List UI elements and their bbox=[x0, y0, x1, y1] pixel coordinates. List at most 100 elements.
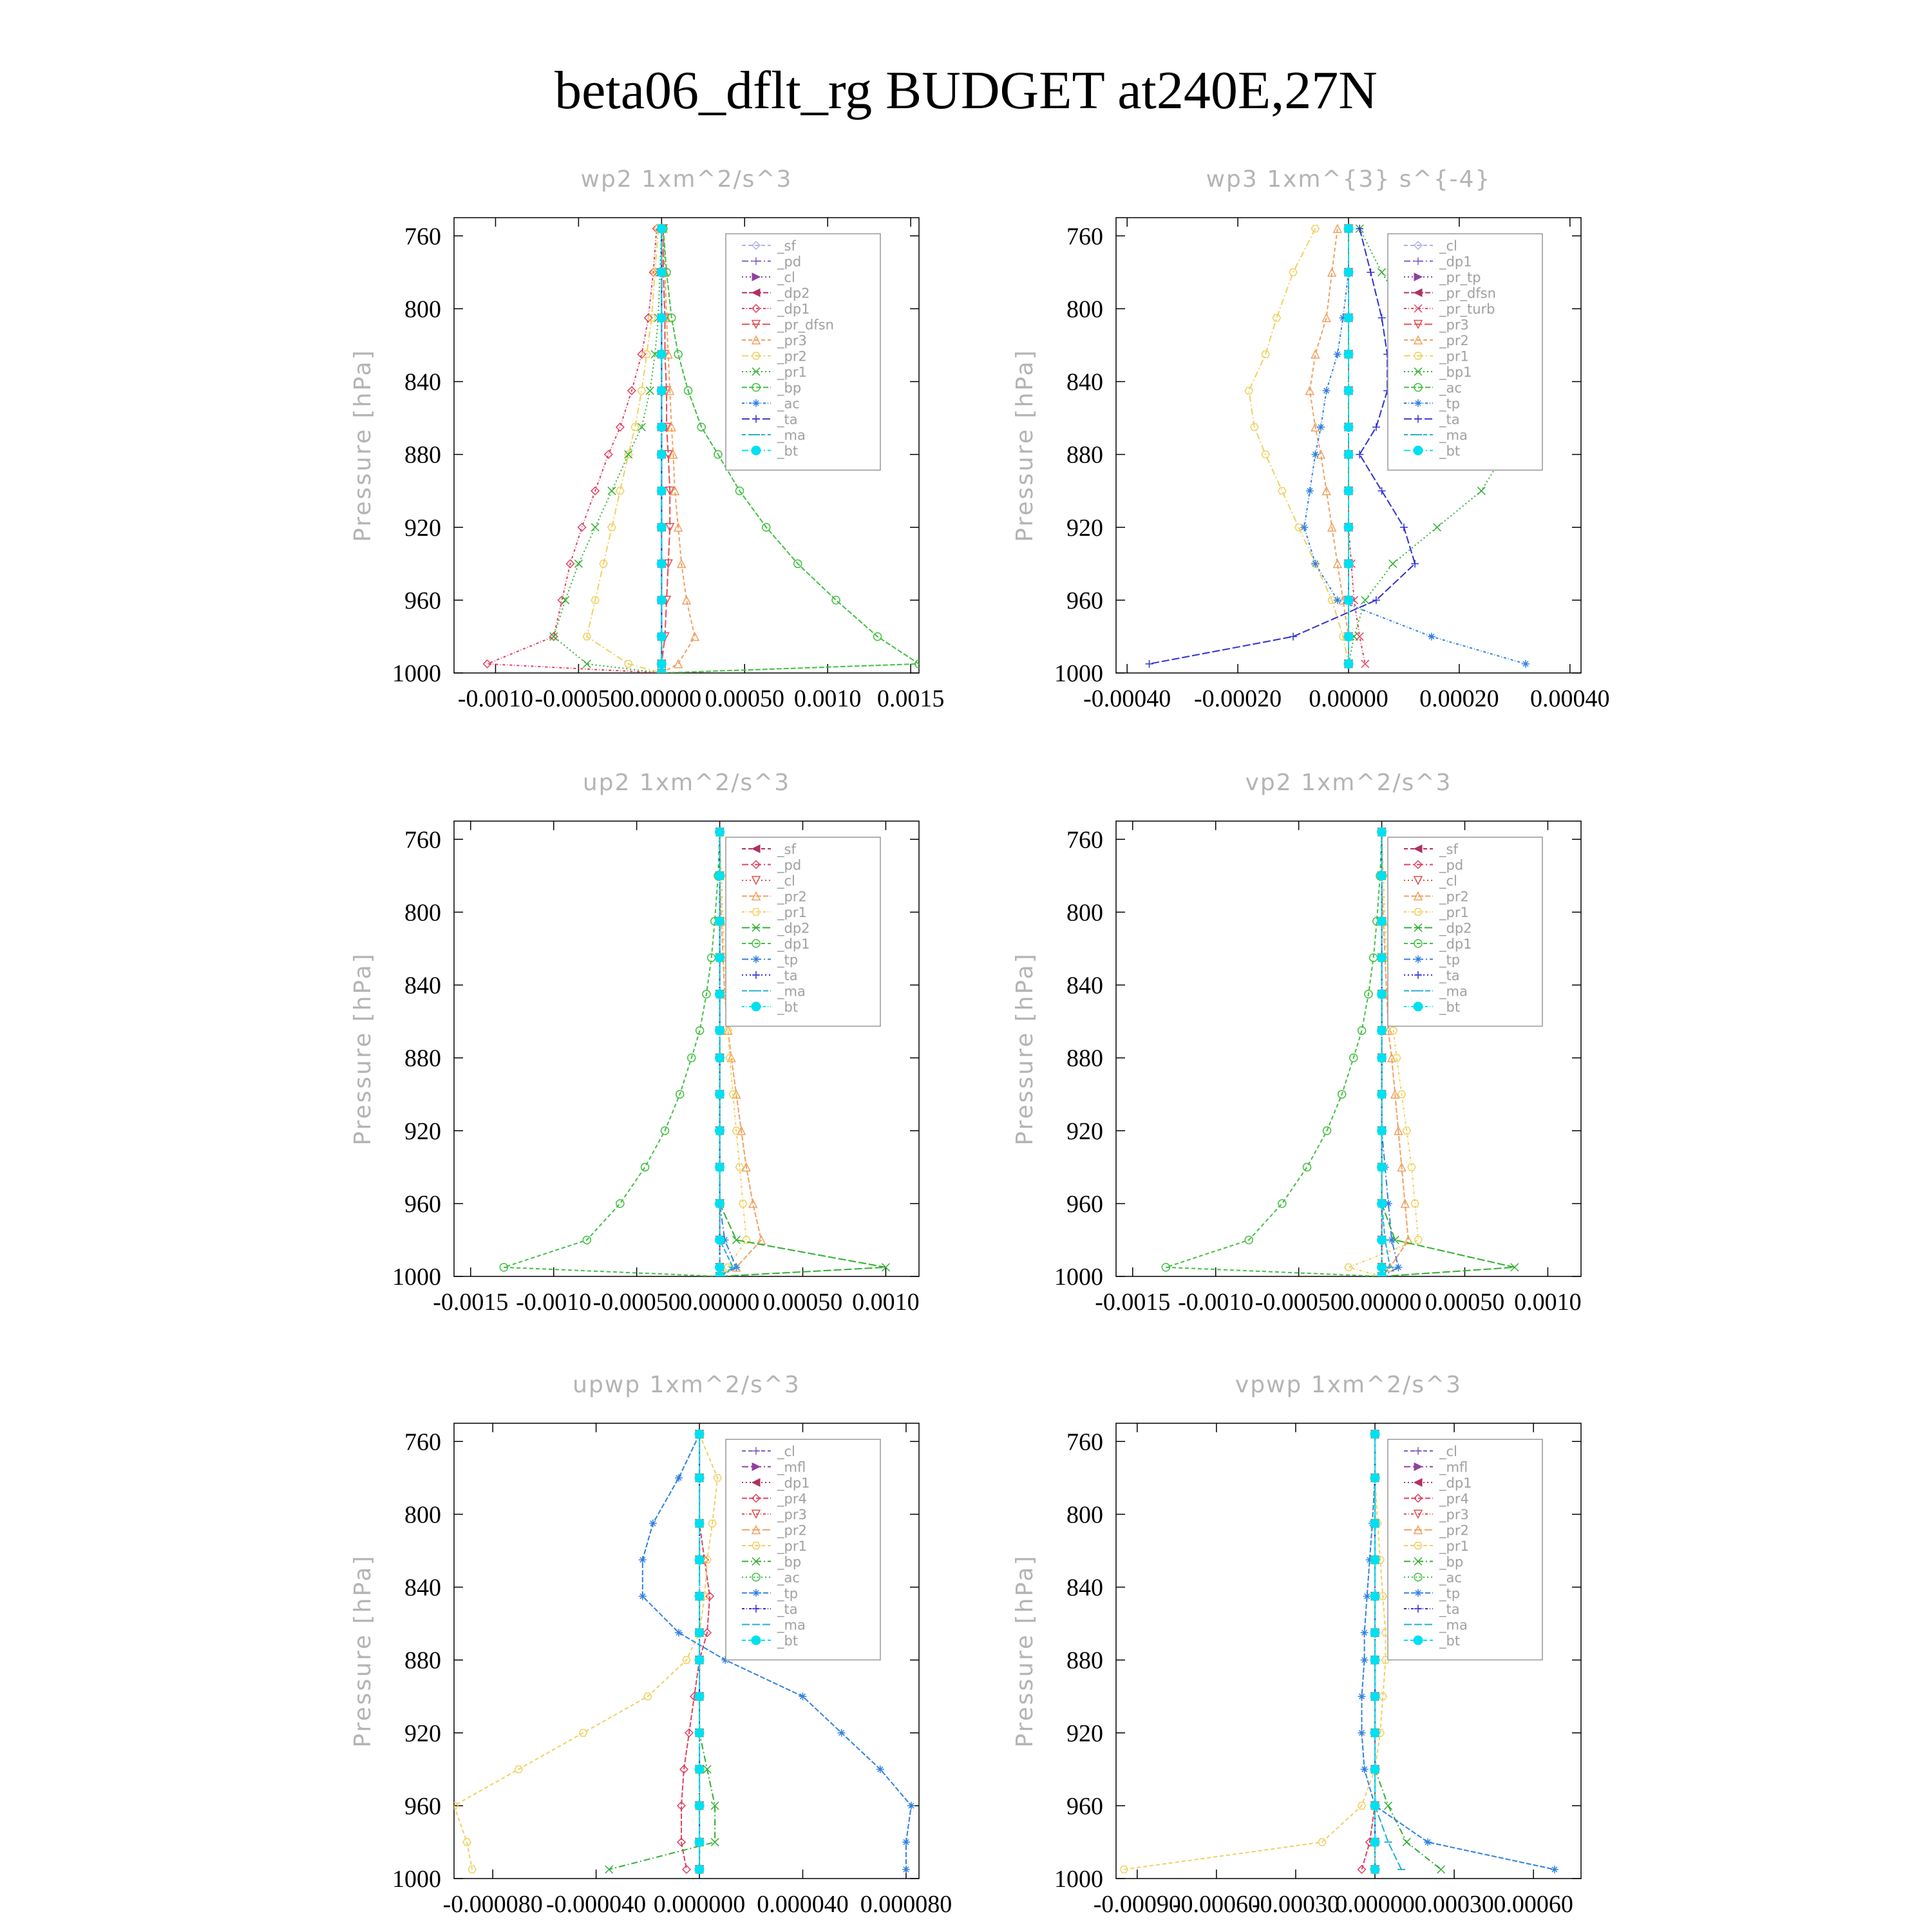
x-tick-label: 0.00050 bbox=[1425, 1289, 1505, 1316]
subplot-2: wp3 1xm^{3} s^{-4} Pressure [hPa] 760 800 84… bbox=[1012, 166, 1610, 712]
data-point_bt bbox=[1370, 1473, 1380, 1483]
legend-marker bbox=[1414, 1605, 1422, 1613]
legend-label: _mfl bbox=[1439, 1460, 1468, 1476]
legend: _cl_mfl_dp1_pr4_pr3_pr2_pr1_bp_ac_tp_ta_… bbox=[1387, 1439, 1543, 1661]
data-point_pr1 bbox=[1407, 1163, 1416, 1171]
x-tick-label: -0.0010 bbox=[516, 1289, 591, 1316]
legend-marker bbox=[1413, 446, 1423, 455]
x-tick-label: -0.00050 bbox=[1255, 1289, 1343, 1316]
legend-marker bbox=[1414, 399, 1422, 407]
data-point_bt bbox=[715, 1198, 725, 1209]
data-point_tp bbox=[1365, 1556, 1374, 1564]
legend-label: _bp1 bbox=[1439, 365, 1472, 381]
legend-label: _pr1 bbox=[777, 1539, 807, 1555]
data-point_tp bbox=[1550, 1865, 1558, 1873]
legend-label: _pr2 bbox=[1439, 333, 1469, 349]
x-tick-label: -0.0015 bbox=[433, 1289, 508, 1316]
legend-marker bbox=[1414, 1542, 1423, 1549]
data-point_bp bbox=[714, 450, 723, 459]
legend-marker bbox=[752, 923, 761, 933]
subplot-title: vp2 1xm^2/s^3 bbox=[1245, 770, 1452, 796]
data-point_pr1 bbox=[1318, 1838, 1327, 1846]
data-point_pr1 bbox=[1344, 1263, 1353, 1271]
data-point_bt bbox=[656, 486, 667, 496]
legend-label: _pr3 bbox=[777, 1507, 807, 1523]
y-axis-label: Pressure [hPa] bbox=[1012, 1554, 1038, 1747]
legend-marker bbox=[1414, 415, 1422, 423]
data-point_pr2 bbox=[1394, 1126, 1403, 1135]
legend-label: _pr2 bbox=[1439, 1523, 1469, 1539]
y-axis-label: Pressure [hPa] bbox=[350, 952, 376, 1145]
y-tick-label: 960 bbox=[1066, 1191, 1103, 1218]
legend-label: _pr2 bbox=[777, 1523, 807, 1539]
data-point_bt bbox=[1370, 1627, 1380, 1638]
data-point_bt bbox=[1370, 1728, 1380, 1738]
legend-label: _ta bbox=[1439, 1602, 1460, 1618]
data-point_pr3 bbox=[673, 522, 683, 532]
x-tick-label: 0.00040 bbox=[1530, 685, 1610, 712]
data-point_pr2 bbox=[1327, 522, 1337, 532]
data-point_dp1 bbox=[565, 559, 575, 569]
legend-marker bbox=[1414, 1573, 1423, 1582]
data-point_bt bbox=[656, 386, 667, 396]
legend-label: _pd bbox=[1439, 858, 1463, 874]
data-point_tp bbox=[1358, 1728, 1366, 1737]
data-point_dp1 bbox=[591, 486, 600, 496]
data-point_pr1 bbox=[1388, 1027, 1398, 1035]
data-point_tp bbox=[902, 1865, 910, 1873]
data-point_pr3 bbox=[681, 595, 692, 605]
legend-marker bbox=[1413, 1524, 1423, 1535]
data-point_bp bbox=[674, 350, 683, 359]
x-tick-label: 0.00000 bbox=[1342, 1289, 1422, 1316]
data-point_pr2 bbox=[736, 1126, 746, 1135]
data-point_pr_dfsn bbox=[665, 523, 675, 533]
legend-label: _bp bbox=[777, 381, 801, 397]
x-tick-label: 0.0010 bbox=[1514, 1289, 1582, 1316]
legend: _cl_mfl_dp1_pr4_pr3_pr2_pr1_bp_ac_tp_ta_… bbox=[725, 1439, 881, 1661]
legend-marker bbox=[1414, 352, 1423, 360]
data-point_bp bbox=[1437, 1865, 1446, 1874]
data-point_bt bbox=[1343, 659, 1354, 669]
legend-label: _ac bbox=[1439, 381, 1462, 397]
data-point_tp bbox=[721, 1656, 730, 1664]
data-point_pr1 bbox=[1250, 423, 1259, 431]
data-point_tp bbox=[1424, 1838, 1432, 1846]
data-point_bt bbox=[1370, 1429, 1380, 1439]
data-point_pr3 bbox=[690, 631, 700, 641]
y-tick-label: 1000 bbox=[392, 1264, 441, 1291]
data-point_pr1 bbox=[1289, 268, 1298, 276]
data-point_pr2 bbox=[1397, 1162, 1406, 1172]
data-point_ta bbox=[1356, 450, 1364, 459]
y-tick-label: 960 bbox=[404, 587, 441, 614]
data-point_bt bbox=[1343, 558, 1354, 569]
data-point_bp bbox=[683, 386, 693, 395]
data-point_bt bbox=[715, 989, 725, 999]
legend-box bbox=[725, 837, 881, 1027]
data-point_bt bbox=[715, 1053, 725, 1063]
legend-marker bbox=[751, 876, 761, 886]
data-point_pr2 bbox=[732, 1089, 741, 1099]
data-point_dp1 bbox=[582, 1235, 592, 1245]
data-point_dp1 bbox=[637, 350, 647, 359]
data-point_tp bbox=[674, 1473, 683, 1482]
legend-label: _dp1 bbox=[777, 301, 810, 317]
legend-marker bbox=[752, 1605, 760, 1613]
legend-marker bbox=[1414, 908, 1423, 916]
series-group bbox=[499, 827, 890, 1276]
legend-label: _pr3 bbox=[1439, 1507, 1469, 1523]
legend-marker bbox=[751, 288, 761, 298]
subplot-title: up2 1xm^2/s^3 bbox=[583, 770, 790, 796]
data-point_tp bbox=[721, 1236, 729, 1244]
y-tick-label: 840 bbox=[1066, 1575, 1103, 1602]
data-point_pr3 bbox=[670, 486, 680, 495]
x-tick-label: -0.00060 bbox=[1173, 1891, 1260, 1918]
data-point_bt bbox=[1377, 1198, 1387, 1209]
data-point_bt bbox=[1377, 989, 1387, 999]
data-point_dp1 bbox=[1337, 1090, 1347, 1099]
legend-label: _cl bbox=[1439, 1444, 1457, 1460]
legend-marker bbox=[751, 1478, 761, 1487]
legend-label: _dp2 bbox=[777, 286, 810, 302]
y-tick-label: 800 bbox=[404, 1501, 441, 1528]
subplot-title: upwp 1xm^2/s^3 bbox=[573, 1372, 800, 1398]
legend-label: _mfl bbox=[777, 1460, 806, 1476]
